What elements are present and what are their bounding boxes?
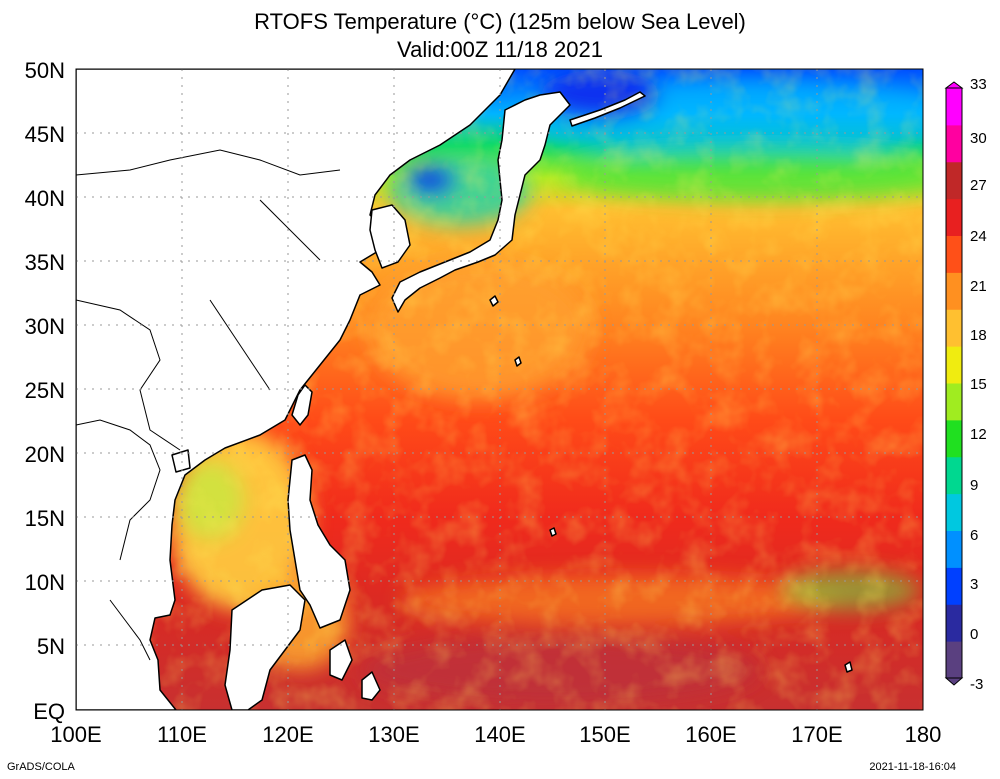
colorbar-label: 24 xyxy=(970,228,987,245)
lat-tick-label: 20N xyxy=(25,442,65,467)
colorbar-swatch xyxy=(946,124,962,163)
lat-tick-label: 30N xyxy=(25,314,65,339)
colorbar-label: 9 xyxy=(970,477,978,494)
lat-tick-label: 40N xyxy=(25,186,65,211)
colorbar-swatch xyxy=(946,567,962,605)
lon-tick-label: 150E xyxy=(579,722,630,747)
map-title: RTOFS Temperature (°C) (125m below Sea L… xyxy=(254,9,746,34)
lat-tick-label: 15N xyxy=(25,506,65,531)
colorbar-swatch xyxy=(946,419,962,458)
sea-temperature-field xyxy=(76,69,923,710)
colorbar-swatch xyxy=(946,88,962,126)
lat-tick-label: 5N xyxy=(37,634,65,659)
colorbar-swatch xyxy=(946,309,962,347)
land-masses xyxy=(76,69,853,710)
lat-tick-label: 45N xyxy=(25,122,65,147)
lon-tick-label: 140E xyxy=(474,722,525,747)
lon-tick-label: 100E xyxy=(50,722,101,747)
colorbar-label: 6 xyxy=(970,527,978,544)
colorbar-swatch xyxy=(946,604,962,642)
lat-tick-label: 10N xyxy=(25,570,65,595)
country-borders xyxy=(76,149,341,661)
colorbar-frame xyxy=(945,87,963,679)
colorbar-swatch xyxy=(946,161,962,200)
lat-tick-label: 35N xyxy=(25,250,65,275)
colorbar-label: -3 xyxy=(970,676,983,693)
map-subtitle: Valid:00Z 11/18 2021 xyxy=(397,37,603,62)
footer-timestamp: 2021-11-18-16:04 xyxy=(869,761,956,773)
colorbar-swatch xyxy=(946,346,962,384)
lon-tick-label: 160E xyxy=(685,722,736,747)
lat-tick-label: 25N xyxy=(25,378,65,403)
lat-tick-label: EQ xyxy=(33,699,65,724)
colorbar xyxy=(944,81,964,686)
colorbar-labels: 33 30 27 24 21 18 15 12 9 6 3 0 -3 xyxy=(970,76,987,693)
colorbar-label: 0 xyxy=(970,626,978,643)
colorbar-label: 21 xyxy=(970,278,987,295)
colorbar-label: 27 xyxy=(970,177,987,194)
lon-tick-label: 120E xyxy=(262,722,313,747)
colorbar-swatch xyxy=(946,272,962,310)
lon-tick-label: 180 xyxy=(905,722,942,747)
colorbar-label: 18 xyxy=(970,327,987,344)
lon-tick-label: 170E xyxy=(791,722,842,747)
colorbar-label: 30 xyxy=(970,130,987,147)
colorbar-swatch xyxy=(946,383,962,421)
graticule xyxy=(76,69,923,710)
colorbar-label: 12 xyxy=(970,426,987,443)
colorbar-swatch xyxy=(946,235,962,273)
colorbar-label: 33 xyxy=(970,76,987,93)
lat-tick-label: 50N xyxy=(25,58,65,83)
colorbar-label: 15 xyxy=(970,376,987,393)
colorbar-swatch xyxy=(946,198,962,236)
lon-tick-label: 110E xyxy=(157,722,207,747)
lon-tick-label: 130E xyxy=(368,722,419,747)
colorbar-swatch xyxy=(946,641,962,679)
colorbar-swatch xyxy=(946,493,962,531)
plot-frame xyxy=(75,68,924,711)
latitude-axis: 50N 45N 40N 35N 30N 25N 20N 15N 10N 5N E… xyxy=(25,58,65,724)
colorbar-label: 3 xyxy=(970,576,978,593)
colorbar-bottom-arrow xyxy=(944,677,964,686)
colorbar-swatch xyxy=(946,456,962,495)
colorbar-top-arrow xyxy=(944,81,964,89)
longitude-axis: 100E 110E 120E 130E 140E 150E 160E 170E … xyxy=(50,722,941,747)
footer-credit: GrADS/COLA xyxy=(7,761,75,773)
colorbar-swatch xyxy=(946,530,962,568)
